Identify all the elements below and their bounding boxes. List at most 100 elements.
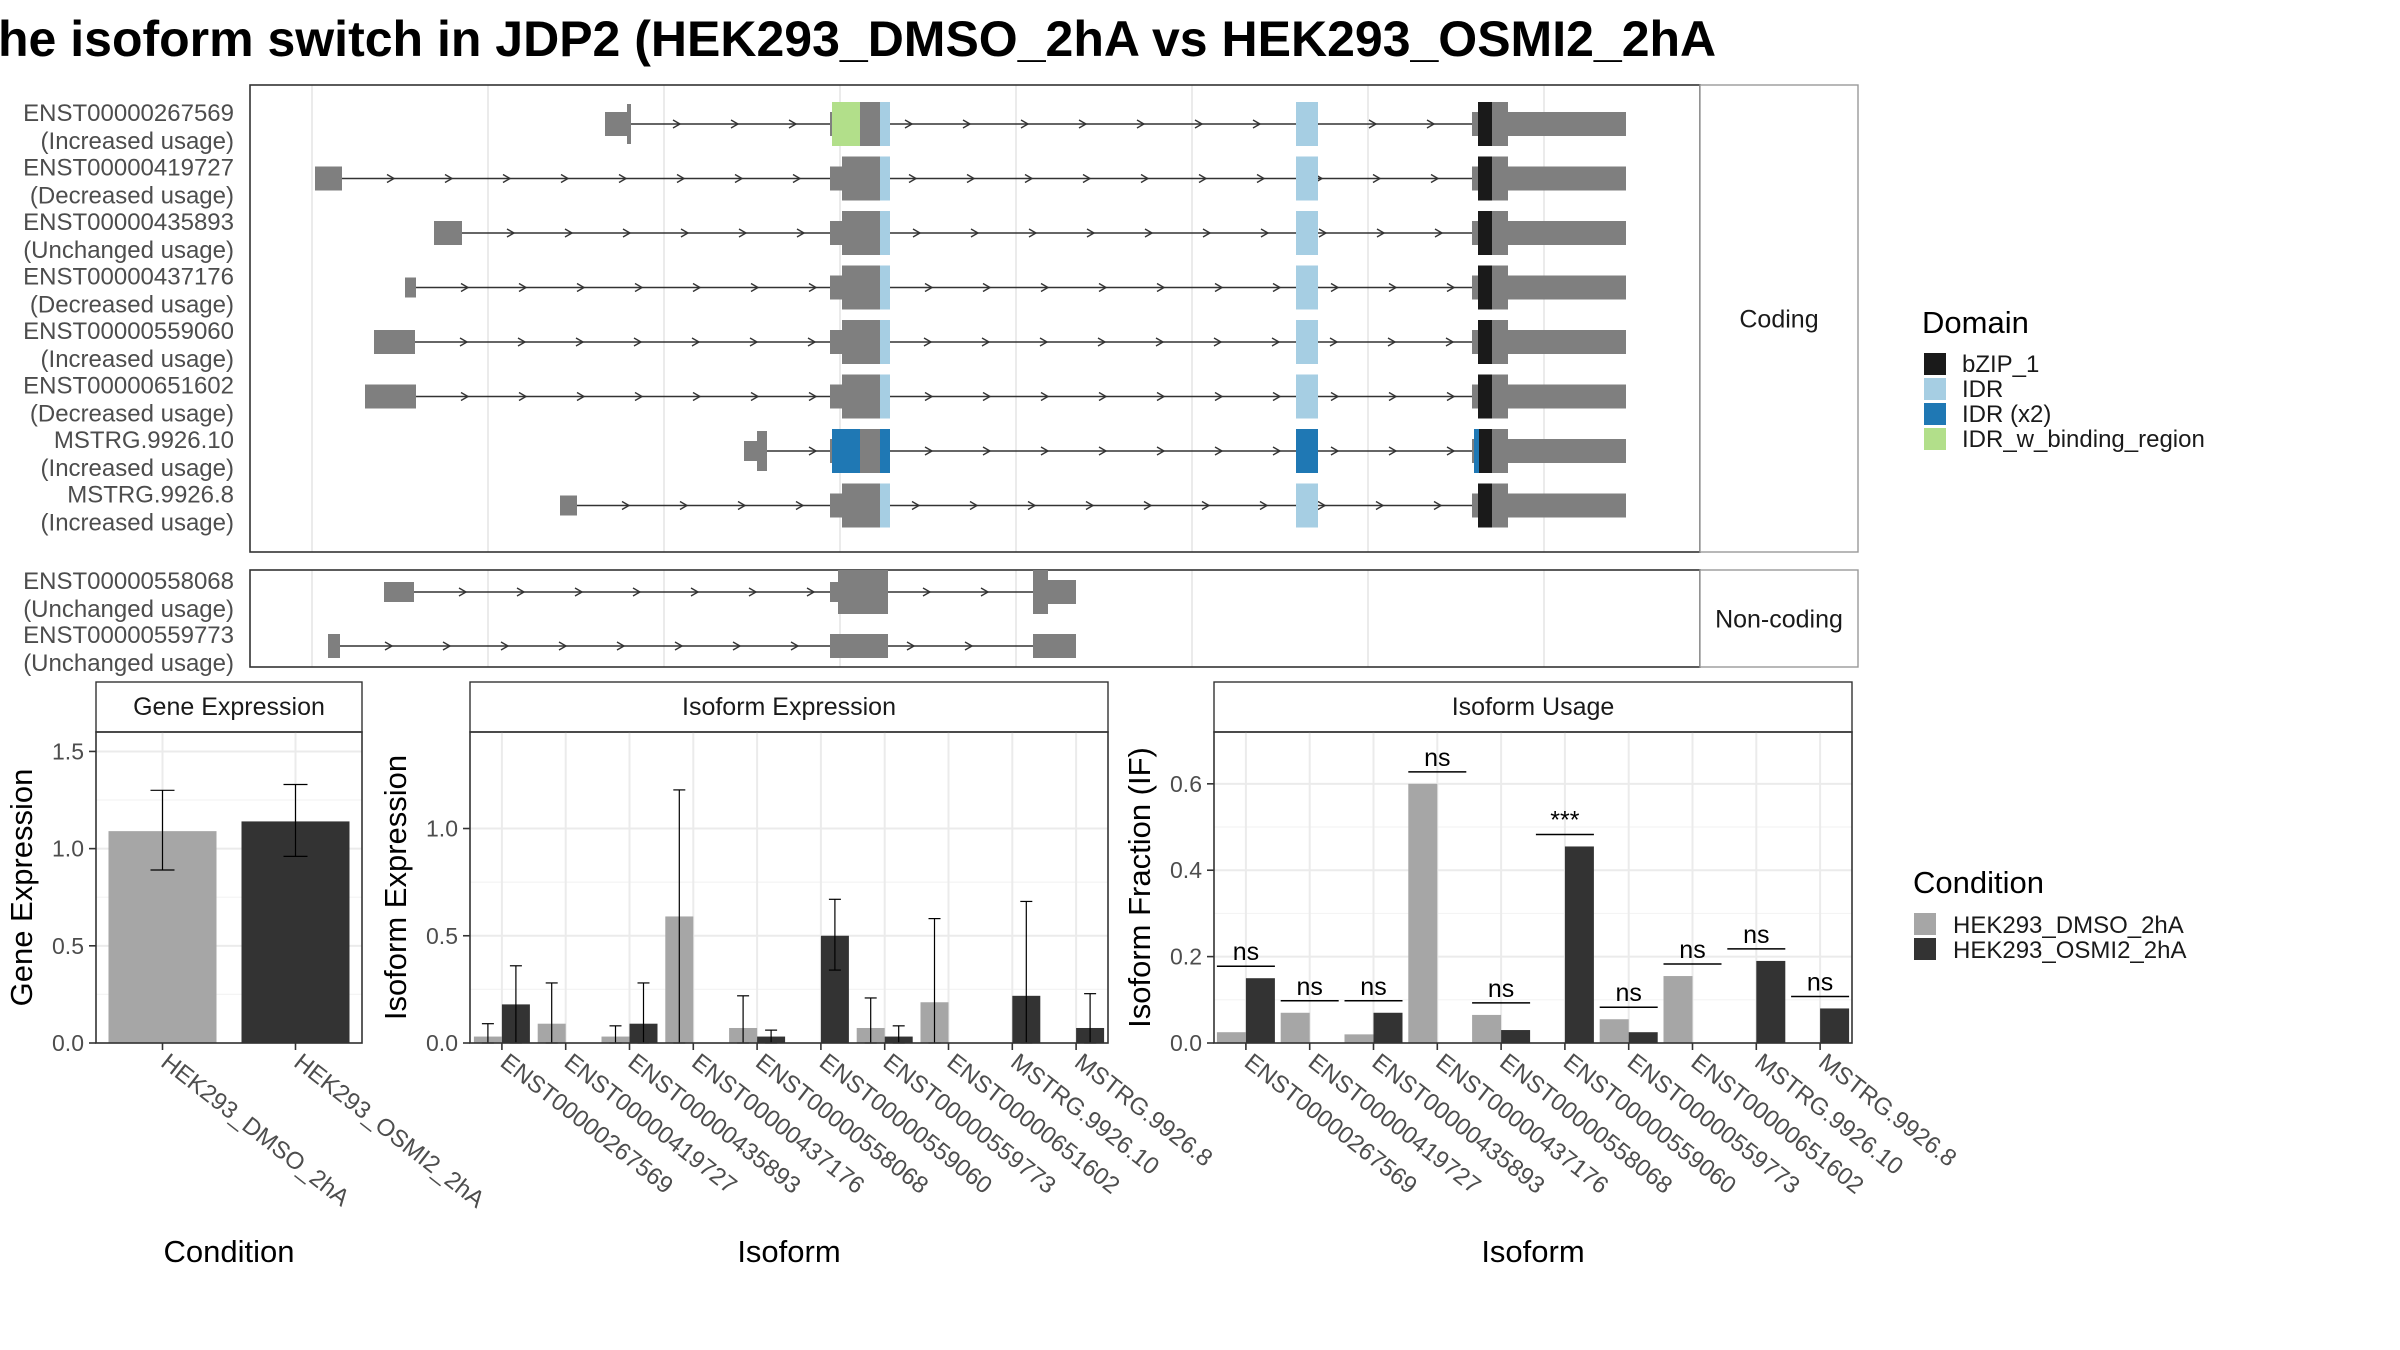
exon — [830, 330, 845, 354]
intron-arrow — [1272, 391, 1282, 402]
panel-border — [1213, 731, 1853, 1044]
intron-arrow — [980, 587, 990, 597]
exon — [1478, 320, 1492, 364]
intron-arrow — [966, 173, 976, 184]
intron-arrow — [1317, 500, 1327, 511]
intron-arrow — [576, 391, 586, 402]
exon — [1508, 166, 1626, 191]
intron-arrow — [962, 119, 972, 129]
significance-label: ns — [1679, 936, 1705, 964]
intron-arrow — [1098, 282, 1108, 293]
intron-arrow — [1214, 282, 1224, 293]
intron-arrow — [788, 119, 798, 129]
y-tick-label: 0.0 — [52, 1030, 84, 1056]
transcript-usage-label: (Increased usage) — [41, 510, 234, 537]
transcript-structure-panel: CodingNon-codingENST00000267569(Increase… — [23, 84, 1859, 677]
intron-arrow — [1252, 119, 1262, 129]
y-axis-title: Isoform Fraction (IF) — [1122, 747, 1157, 1028]
intron-arrow — [506, 228, 516, 238]
exon — [1508, 221, 1626, 245]
exon — [1508, 439, 1626, 463]
intron-arrow — [924, 446, 934, 456]
significance-label: ns — [1296, 973, 1322, 1001]
exon — [1492, 265, 1508, 310]
intron-arrow — [737, 500, 747, 511]
exon — [328, 634, 340, 658]
intron-arrow — [459, 337, 469, 347]
domain-legend-swatch — [1924, 428, 1946, 450]
exon — [880, 102, 890, 146]
bar — [1663, 976, 1693, 1043]
intron-arrow — [1020, 119, 1030, 129]
intron-arrow — [734, 173, 744, 184]
exon — [1492, 374, 1508, 419]
bar — [1564, 846, 1594, 1043]
intron-arrow — [1156, 391, 1166, 402]
intron-arrow — [808, 391, 818, 402]
bar — [1216, 1032, 1246, 1043]
intron-arrow — [1040, 391, 1050, 402]
exon — [1033, 570, 1048, 614]
intron-arrow — [1039, 337, 1049, 347]
strip-box — [1699, 569, 1859, 668]
exon — [880, 211, 890, 255]
intron-arrow — [981, 337, 991, 347]
y-tick-label: 0.5 — [52, 933, 84, 959]
intron-arrow — [460, 391, 470, 402]
transcript-id-label: ENST00000419727 — [23, 155, 234, 182]
intron-arrow — [1256, 173, 1266, 184]
intron-arrow — [1271, 337, 1281, 347]
bar — [1472, 1014, 1502, 1043]
exon — [880, 374, 890, 419]
intron-arrow — [796, 228, 806, 238]
intron-arrow — [634, 282, 644, 293]
y-tick-label: 1.0 — [426, 816, 458, 842]
panel-border — [249, 569, 1701, 668]
intron-arrow — [1387, 337, 1397, 347]
intron-arrow — [1156, 282, 1166, 293]
intron-arrow — [1446, 391, 1456, 402]
exon — [1508, 330, 1626, 354]
intron-arrow — [1434, 228, 1444, 238]
exon — [830, 275, 845, 300]
intron-arrow — [1330, 446, 1340, 456]
exon — [365, 384, 416, 409]
domain-legend-title: Domain — [1922, 305, 2029, 340]
intron-arrow — [518, 282, 528, 293]
exon — [1474, 429, 1479, 473]
exon — [560, 495, 577, 516]
exon — [1508, 112, 1626, 136]
intron-arrow — [1140, 173, 1150, 184]
intron-arrow — [618, 173, 628, 184]
y-tick-label: 1.5 — [52, 738, 84, 764]
panel-strip — [1213, 681, 1853, 733]
intron-arrow — [576, 282, 586, 293]
intron-arrow — [692, 282, 702, 293]
panel-border — [249, 84, 1701, 553]
intron-arrow — [1259, 500, 1269, 511]
intron-arrow — [969, 500, 979, 511]
intron-arrow — [444, 173, 454, 184]
intron-arrow — [1155, 337, 1165, 347]
intron-arrow — [384, 641, 394, 651]
transcript-usage-label: (Unchanged usage) — [23, 237, 234, 264]
intron-arrow — [1372, 173, 1382, 184]
intron-arrow — [518, 391, 528, 402]
exon — [830, 384, 845, 409]
exon — [1296, 429, 1318, 473]
exon — [1478, 211, 1492, 255]
intron-arrow — [1388, 282, 1398, 293]
exon — [1472, 221, 1482, 245]
intron-arrow — [906, 641, 916, 651]
exon — [1478, 429, 1492, 473]
significance-label: ns — [1360, 973, 1386, 1001]
intron-arrow — [1426, 119, 1436, 129]
intron-arrow — [982, 446, 992, 456]
intron-arrow — [1430, 173, 1440, 184]
transcript-id-label: ENST00000558068 — [23, 568, 234, 595]
transcript-id-label: MSTRG.9926.10 — [54, 427, 234, 454]
exon — [1472, 275, 1482, 300]
domain-legend-swatch — [1924, 403, 1946, 425]
